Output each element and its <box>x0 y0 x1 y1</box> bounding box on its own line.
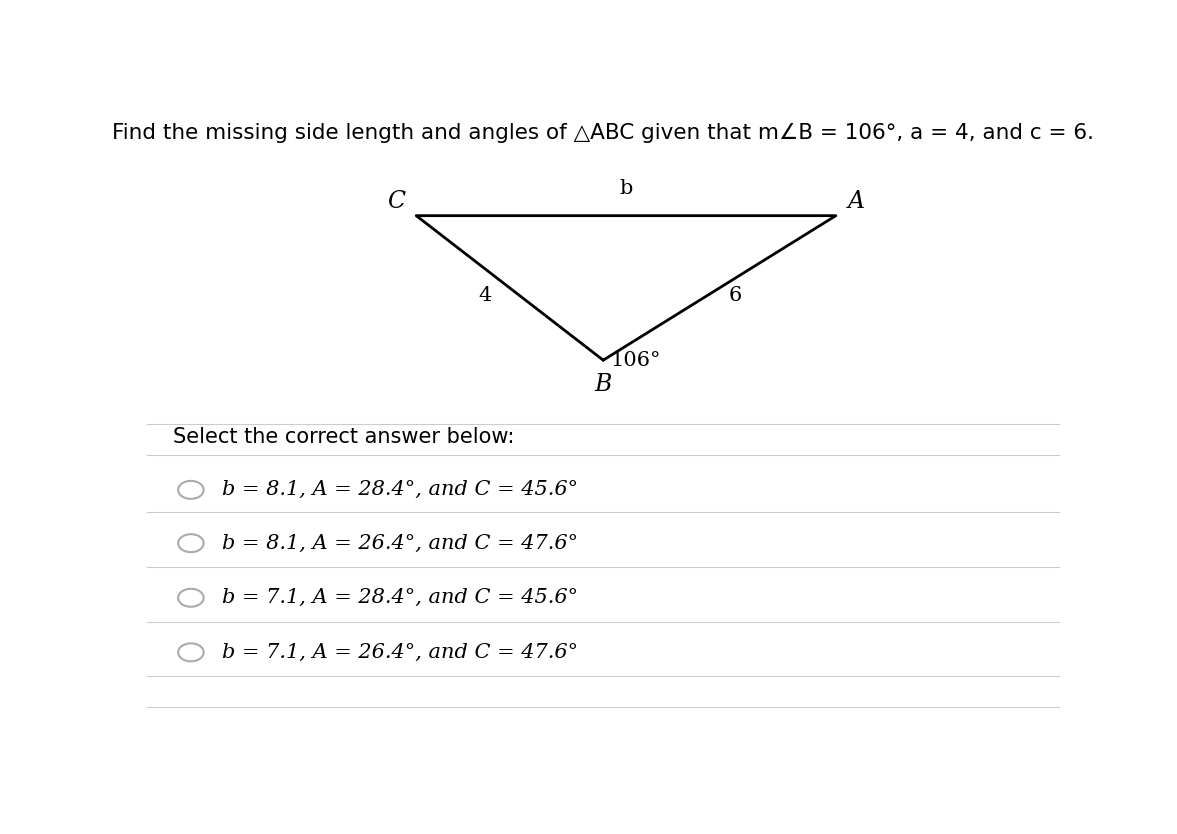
Text: 106°: 106° <box>611 350 661 369</box>
Text: b = 7.1, A = 28.4°, and C = 45.6°: b = 7.1, A = 28.4°, and C = 45.6° <box>222 588 578 607</box>
Text: b = 8.1, A = 26.4°, and C = 47.6°: b = 8.1, A = 26.4°, and C = 47.6° <box>222 534 578 553</box>
Text: Select the correct answer below:: Select the correct answer below: <box>173 427 514 447</box>
Text: b: b <box>619 178 633 198</box>
Text: A: A <box>847 190 864 213</box>
Text: C: C <box>387 190 405 213</box>
Text: B: B <box>594 373 612 396</box>
Text: 6: 6 <box>729 286 743 304</box>
Text: b = 7.1, A = 26.4°, and C = 47.6°: b = 7.1, A = 26.4°, and C = 47.6° <box>222 643 578 662</box>
Text: b = 8.1, A = 28.4°, and C = 45.6°: b = 8.1, A = 28.4°, and C = 45.6° <box>222 480 578 500</box>
Text: 4: 4 <box>479 286 492 304</box>
Text: Find the missing side length and angles of △ABC given that m∠B = 106°, a = 4, an: Find the missing side length and angles … <box>112 123 1095 143</box>
